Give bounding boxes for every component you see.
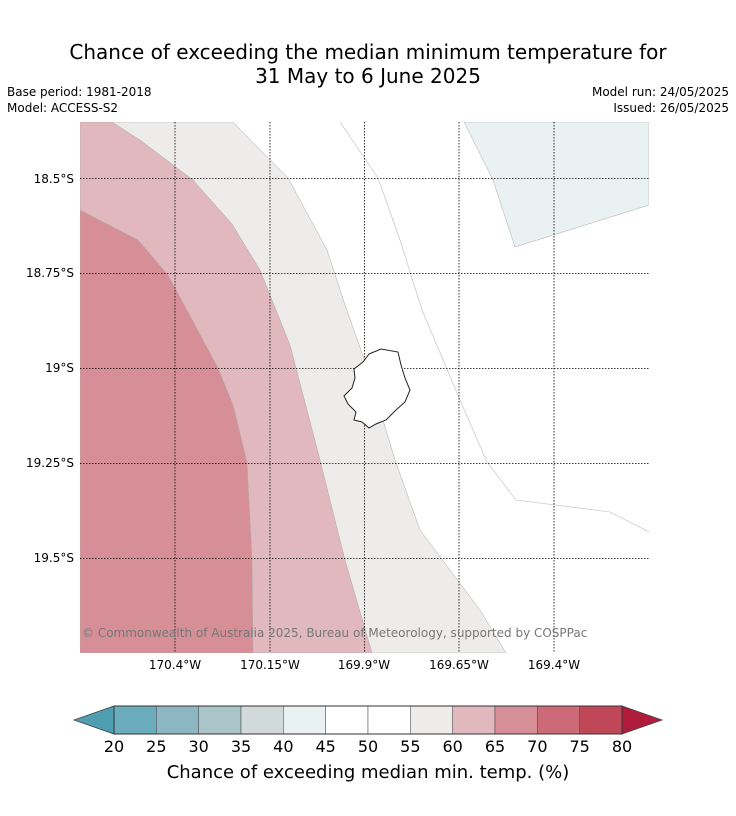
colorbar-tick-label: 40 bbox=[273, 737, 294, 756]
colorbar-segment bbox=[198, 705, 242, 735]
lat-label-19: 19°S bbox=[45, 361, 74, 375]
colorbar-segment bbox=[113, 705, 157, 735]
zone-65-70 bbox=[80, 209, 254, 653]
colorbar-tick-label: 25 bbox=[146, 737, 167, 756]
lon-label-169-65: 169.65°W bbox=[429, 658, 489, 672]
chart-title-line2: 31 May to 6 June 2025 bbox=[255, 64, 481, 88]
colorbar-under-arrow bbox=[72, 705, 115, 735]
colorbar-segment bbox=[325, 705, 369, 735]
colorbar-tick-label: 35 bbox=[230, 737, 252, 756]
colorbar-segment bbox=[240, 705, 284, 735]
copyright-text: © Commonwealth of Australia 2025, Bureau… bbox=[82, 626, 587, 640]
colorbar-over-arrow bbox=[621, 705, 664, 735]
lon-label-169-4: 169.4°W bbox=[527, 658, 581, 672]
lon-label-169-9: 169.9°W bbox=[337, 658, 391, 672]
colorbar-tick-label: 45 bbox=[315, 737, 336, 756]
colorbar-segment bbox=[452, 705, 496, 735]
lon-label-170-15: 170.15°W bbox=[240, 658, 300, 672]
lat-label-19-25: 19.25°S bbox=[26, 456, 74, 470]
colorbar-tick-label: 30 bbox=[188, 737, 209, 756]
model-name: Model: ACCESS-S2 bbox=[7, 101, 119, 115]
colorbar-tick-label: 70 bbox=[527, 737, 548, 756]
colorbar-outline bbox=[113, 705, 623, 735]
map-area bbox=[80, 122, 649, 653]
zone-40-45 bbox=[463, 122, 649, 248]
colorbar-segment bbox=[537, 705, 580, 735]
colorbar-segment bbox=[367, 705, 411, 735]
colorbar-tick-label: 60 bbox=[442, 737, 463, 756]
colorbar-segment bbox=[494, 705, 538, 735]
model-run: Model run: 24/05/2025 bbox=[591, 85, 729, 99]
colorbar-tick-label: 20 bbox=[103, 737, 125, 756]
colorbar-tick-label: 80 bbox=[611, 737, 633, 756]
base-period: Base period: 1981-2018 bbox=[7, 85, 152, 99]
lon-label-170-4: 170.4°W bbox=[148, 658, 202, 672]
colorbar bbox=[72, 705, 664, 735]
colorbar-tick-label: 55 bbox=[400, 737, 421, 756]
gridlines bbox=[80, 122, 649, 653]
lat-label-18-75: 18.75°S bbox=[26, 266, 74, 280]
colorbar-segment bbox=[579, 705, 623, 735]
meta-right: Model run: 24/05/2025 Issued: 26/05/2025 bbox=[592, 84, 729, 116]
colorbar-label: Chance of exceeding median min. temp. (%… bbox=[166, 762, 570, 783]
meta-left: Base period: 1981-2018 Model: ACCESS-S2 bbox=[7, 84, 152, 116]
chart-title-line1: Chance of exceeding the median minimum t… bbox=[69, 40, 667, 64]
issued-date: Issued: 26/05/2025 bbox=[613, 101, 729, 115]
colorbar-segment bbox=[410, 705, 453, 735]
colorbar-tick-label: 65 bbox=[484, 737, 506, 756]
colorbar-tick-label: 50 bbox=[357, 737, 379, 756]
island-outline-icon bbox=[343, 348, 411, 429]
contour-45-50 bbox=[339, 122, 649, 533]
colorbar-tick-label: 75 bbox=[569, 737, 590, 756]
lat-label-18-5: 18.5°S bbox=[33, 172, 74, 186]
lat-label-19-5: 19.5°S bbox=[33, 551, 74, 565]
colorbar-segment bbox=[156, 705, 199, 735]
colorbar-segment bbox=[283, 705, 326, 735]
